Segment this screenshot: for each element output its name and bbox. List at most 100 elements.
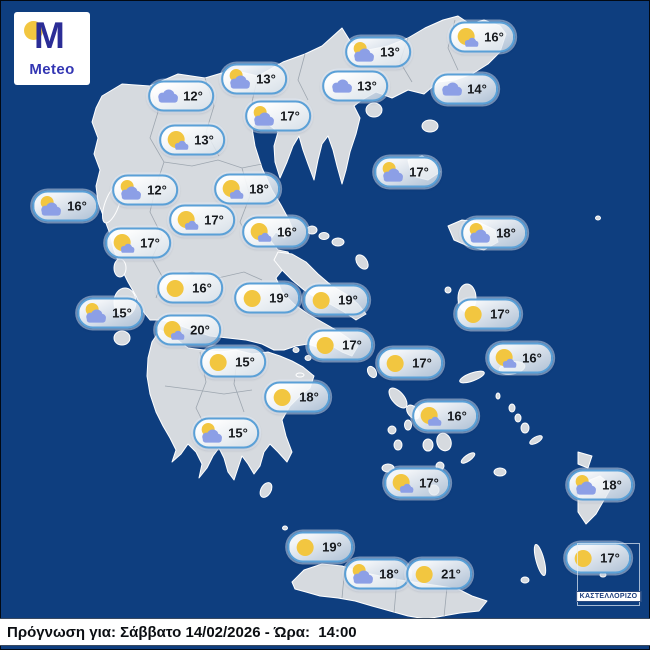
- weather-badge: 18°: [461, 217, 527, 249]
- weather-badge: 13°: [159, 124, 225, 156]
- weather-badge: 16°: [32, 190, 98, 222]
- temperature-label: 13°: [357, 78, 377, 94]
- land-peloponnese: [146, 329, 315, 481]
- temperature-label: 17°: [140, 235, 160, 251]
- cloud-sun-icon: [84, 302, 108, 324]
- weather-badge: 16°: [412, 400, 478, 432]
- weather-badge: 18°: [264, 381, 330, 413]
- sun-cloud-icon: [112, 232, 136, 254]
- weather-badge: 19°: [287, 531, 353, 563]
- temperature-label: 15°: [228, 425, 248, 441]
- temperature-label: 17°: [409, 164, 429, 180]
- temperature-label: 17°: [490, 306, 510, 322]
- land-island: [444, 286, 452, 294]
- weather-badge: 17°: [455, 298, 521, 330]
- temperature-label: 13°: [194, 132, 214, 148]
- cloud-sun-icon: [381, 161, 405, 183]
- temperature-label: 18°: [602, 477, 622, 493]
- land-island: [404, 419, 412, 431]
- weather-badge: 16°: [449, 21, 515, 53]
- land-island: [113, 258, 127, 278]
- land-island: [595, 215, 601, 221]
- land-island: [393, 439, 403, 451]
- weather-badge: 15°: [77, 297, 143, 329]
- temperature-label: 13°: [256, 71, 276, 87]
- logo-sun-icon: [24, 20, 43, 40]
- weather-badge: 19°: [303, 284, 369, 316]
- temperature-label: 15°: [112, 305, 132, 321]
- weather-badge: 19°: [234, 282, 300, 314]
- land-island: [388, 387, 408, 409]
- sun-icon: [310, 289, 334, 311]
- sun-cloud-icon: [162, 319, 186, 341]
- land-island: [282, 525, 288, 531]
- land-island: [493, 467, 507, 477]
- land-island: [113, 330, 131, 346]
- temperature-label: 13°: [380, 44, 400, 60]
- inset-weather-badge: 17°: [565, 542, 631, 574]
- forecast-text: Πρόγνωση για: Σάββατο 14/02/2026 - Ώρα: …: [7, 623, 357, 641]
- cloud-icon: [439, 78, 463, 100]
- sun-icon: [462, 303, 486, 325]
- temperature-label: 16°: [484, 29, 504, 45]
- meteo-logo: M Meteo: [14, 12, 90, 85]
- weather-badge: 17°: [384, 467, 450, 499]
- cloud-sun-icon: [200, 422, 224, 444]
- temperature-label: 18°: [299, 389, 319, 405]
- temperature-label: 20°: [190, 322, 210, 338]
- land-island: [318, 232, 330, 240]
- temperature-label: 18°: [496, 225, 516, 241]
- sun-cloud-icon: [391, 472, 415, 494]
- weather-badge: 12°: [148, 80, 214, 112]
- temperature-label: 14°: [467, 81, 487, 97]
- temperature-label: 18°: [379, 566, 399, 582]
- inset-label: ΚΑΣΤΕΛΛΟΡΙΖΟ: [575, 591, 642, 602]
- weather-badge: 17°: [105, 227, 171, 259]
- weather-badge: 13°: [345, 36, 411, 68]
- temperature-label: 19°: [269, 290, 289, 306]
- weather-badge: 13°: [322, 70, 388, 102]
- temperature-label: 17°: [419, 475, 439, 491]
- temperature-label: 18°: [249, 181, 269, 197]
- land-island: [295, 372, 305, 378]
- temperature-label: 17°: [412, 355, 432, 371]
- sun-cloud-icon: [176, 209, 200, 231]
- land-island: [459, 370, 485, 384]
- sun-cloud-icon: [456, 26, 480, 48]
- sun-icon: [572, 547, 596, 569]
- land-island: [514, 413, 522, 423]
- cloud-icon: [329, 75, 353, 97]
- land-island: [460, 452, 476, 464]
- land-island: [436, 432, 452, 452]
- weather-badge: 18°: [344, 558, 410, 590]
- temperature-label: 19°: [322, 539, 342, 555]
- sun-cloud-icon: [249, 221, 273, 243]
- land-island: [387, 425, 397, 435]
- sun-icon: [384, 352, 408, 374]
- temperature-label: 16°: [277, 224, 297, 240]
- land-island: [520, 576, 530, 584]
- weather-badge: 16°: [157, 272, 223, 304]
- temperature-label: 16°: [67, 198, 87, 214]
- forecast-bar: Πρόγνωση για: Σάββατο 14/02/2026 - Ώρα: …: [0, 618, 650, 646]
- temperature-label: 16°: [522, 350, 542, 366]
- weather-badge: 17°: [377, 347, 443, 379]
- temperature-label: 17°: [204, 212, 224, 228]
- temperature-label: 21°: [441, 566, 461, 582]
- cloud-sun-icon: [351, 563, 375, 585]
- land-island: [306, 225, 318, 235]
- weather-badge: 17°: [307, 329, 373, 361]
- land-island: [355, 254, 369, 270]
- land-island: [495, 392, 501, 400]
- land-island: [508, 403, 516, 413]
- cloud-icon: [155, 85, 179, 107]
- land-island: [292, 347, 300, 353]
- land-island: [421, 119, 439, 133]
- temperature-label: 16°: [192, 280, 212, 296]
- sun-icon: [207, 351, 231, 373]
- cloud-sun-icon: [574, 474, 598, 496]
- sun-cloud-icon: [221, 178, 245, 200]
- temperature-label: 15°: [235, 354, 255, 370]
- weather-badge: 15°: [193, 417, 259, 449]
- weather-badge: 15°: [200, 346, 266, 378]
